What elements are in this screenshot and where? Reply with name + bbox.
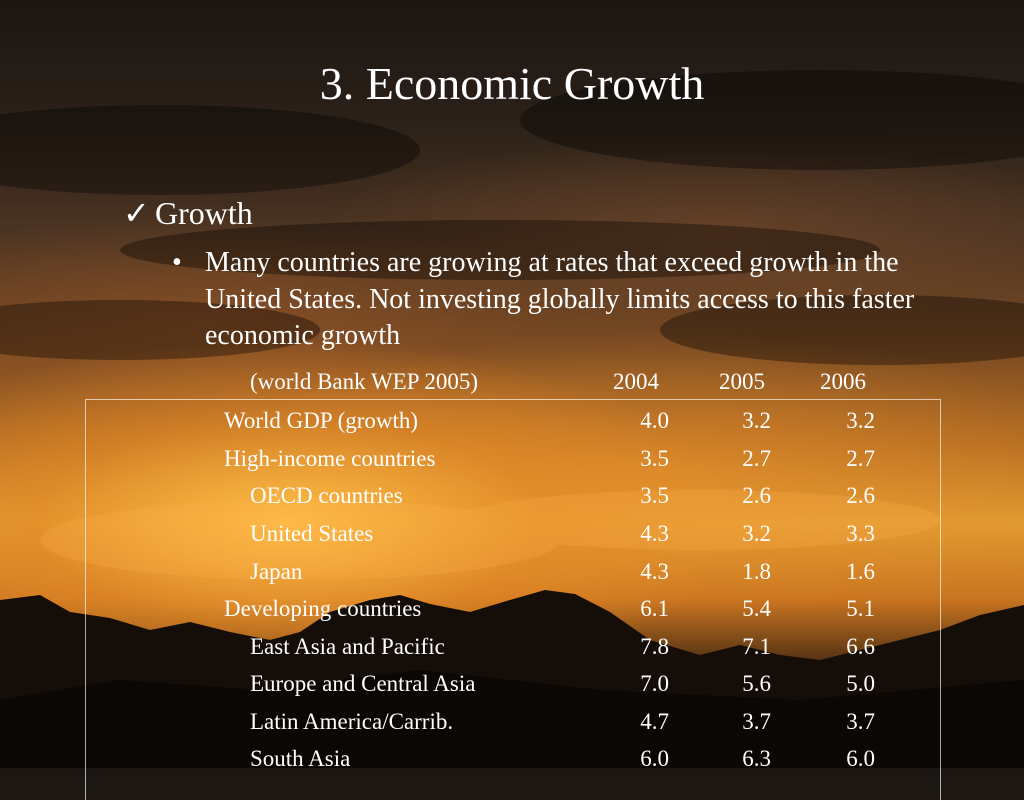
value-2004: 3.5	[640, 483, 669, 508]
table-header-row: (world Bank WEP 2005) 2004 2005 2006	[0, 363, 1024, 401]
row-label: Developing countries	[224, 596, 422, 621]
table-row: United States 4.3 3.2 3.3	[0, 515, 1024, 553]
value-2004: 7.0	[640, 671, 669, 696]
row-label: High-income countries	[224, 446, 436, 471]
value-2006: 3.7	[846, 709, 875, 734]
row-label: South Asia	[250, 746, 351, 771]
value-2006: 2.7	[846, 446, 875, 471]
table-source: (world Bank WEP 2005)	[250, 369, 479, 394]
table-row: High-income countries 3.5 2.7 2.7	[0, 440, 1024, 478]
heading-label: Growth	[155, 195, 253, 231]
value-2004: 4.3	[640, 521, 669, 546]
value-2006: 2.6	[846, 483, 875, 508]
value-2004: 6.0	[640, 746, 669, 771]
value-2006: 6.0	[846, 746, 875, 771]
value-2004: 6.1	[640, 596, 669, 621]
value-2004: 4.3	[640, 559, 669, 584]
table-frame	[85, 399, 941, 800]
table-row: Developing countries 6.1 5.4 5.1	[0, 590, 1024, 628]
table-row: Latin America/Carrib. 4.7 3.7 3.7	[0, 703, 1024, 741]
value-2005: 1.8	[742, 559, 771, 584]
year-header-2005: 2005	[719, 369, 765, 394]
heading-growth: ✓ Growth	[123, 194, 253, 232]
checkmark-icon: ✓	[123, 195, 150, 231]
value-2005: 5.4	[742, 596, 771, 621]
table-row: OECD countries 3.5 2.6 2.6	[0, 477, 1024, 515]
value-2005: 5.6	[742, 671, 771, 696]
value-2006: 6.6	[846, 634, 875, 659]
row-label: World GDP (growth)	[224, 408, 419, 433]
row-label: Latin America/Carrib.	[250, 709, 454, 734]
value-2004: 3.5	[640, 446, 669, 471]
bullet-icon: •	[172, 247, 182, 278]
value-2004: 4.0	[640, 408, 669, 433]
table-row: Europe and Central Asia 7.0 5.6 5.0	[0, 665, 1024, 703]
value-2006: 1.6	[846, 559, 875, 584]
value-2004: 4.7	[640, 709, 669, 734]
value-2006: 5.1	[846, 596, 875, 621]
row-label: OECD countries	[250, 483, 403, 508]
value-2005: 7.1	[742, 634, 771, 659]
year-header-2006: 2006	[820, 369, 866, 394]
slide-title: 3. Economic Growth	[319, 58, 705, 109]
table-row: South Asia 6.0 6.3 6.0	[0, 740, 1024, 778]
row-label: Japan	[250, 559, 303, 584]
value-2006: 3.2	[846, 408, 875, 433]
value-2005: 3.2	[742, 521, 771, 546]
bullet-text: Many countries are growing at rates that…	[205, 247, 915, 351]
year-header-2004: 2004	[613, 369, 659, 394]
bullet-item: • Many countries are growing at rates th…	[172, 245, 932, 355]
value-2005: 6.3	[742, 746, 771, 771]
row-label: Europe and Central Asia	[250, 671, 476, 696]
value-2005: 3.2	[742, 408, 771, 433]
sunset-background-image	[0, 70, 1024, 768]
value-2004: 7.8	[640, 634, 669, 659]
value-2005: 2.7	[742, 446, 771, 471]
value-2006: 5.0	[846, 671, 875, 696]
value-2005: 2.6	[742, 483, 771, 508]
row-label: East Asia and Pacific	[250, 634, 445, 659]
row-label: United States	[250, 521, 374, 546]
value-2006: 3.3	[846, 521, 875, 546]
table-row: East Asia and Pacific 7.8 7.1 6.6	[0, 628, 1024, 666]
table-row: World GDP (growth) 4.0 3.2 3.2	[0, 402, 1024, 440]
table-row: Japan 4.3 1.8 1.6	[0, 553, 1024, 591]
value-2005: 3.7	[742, 709, 771, 734]
